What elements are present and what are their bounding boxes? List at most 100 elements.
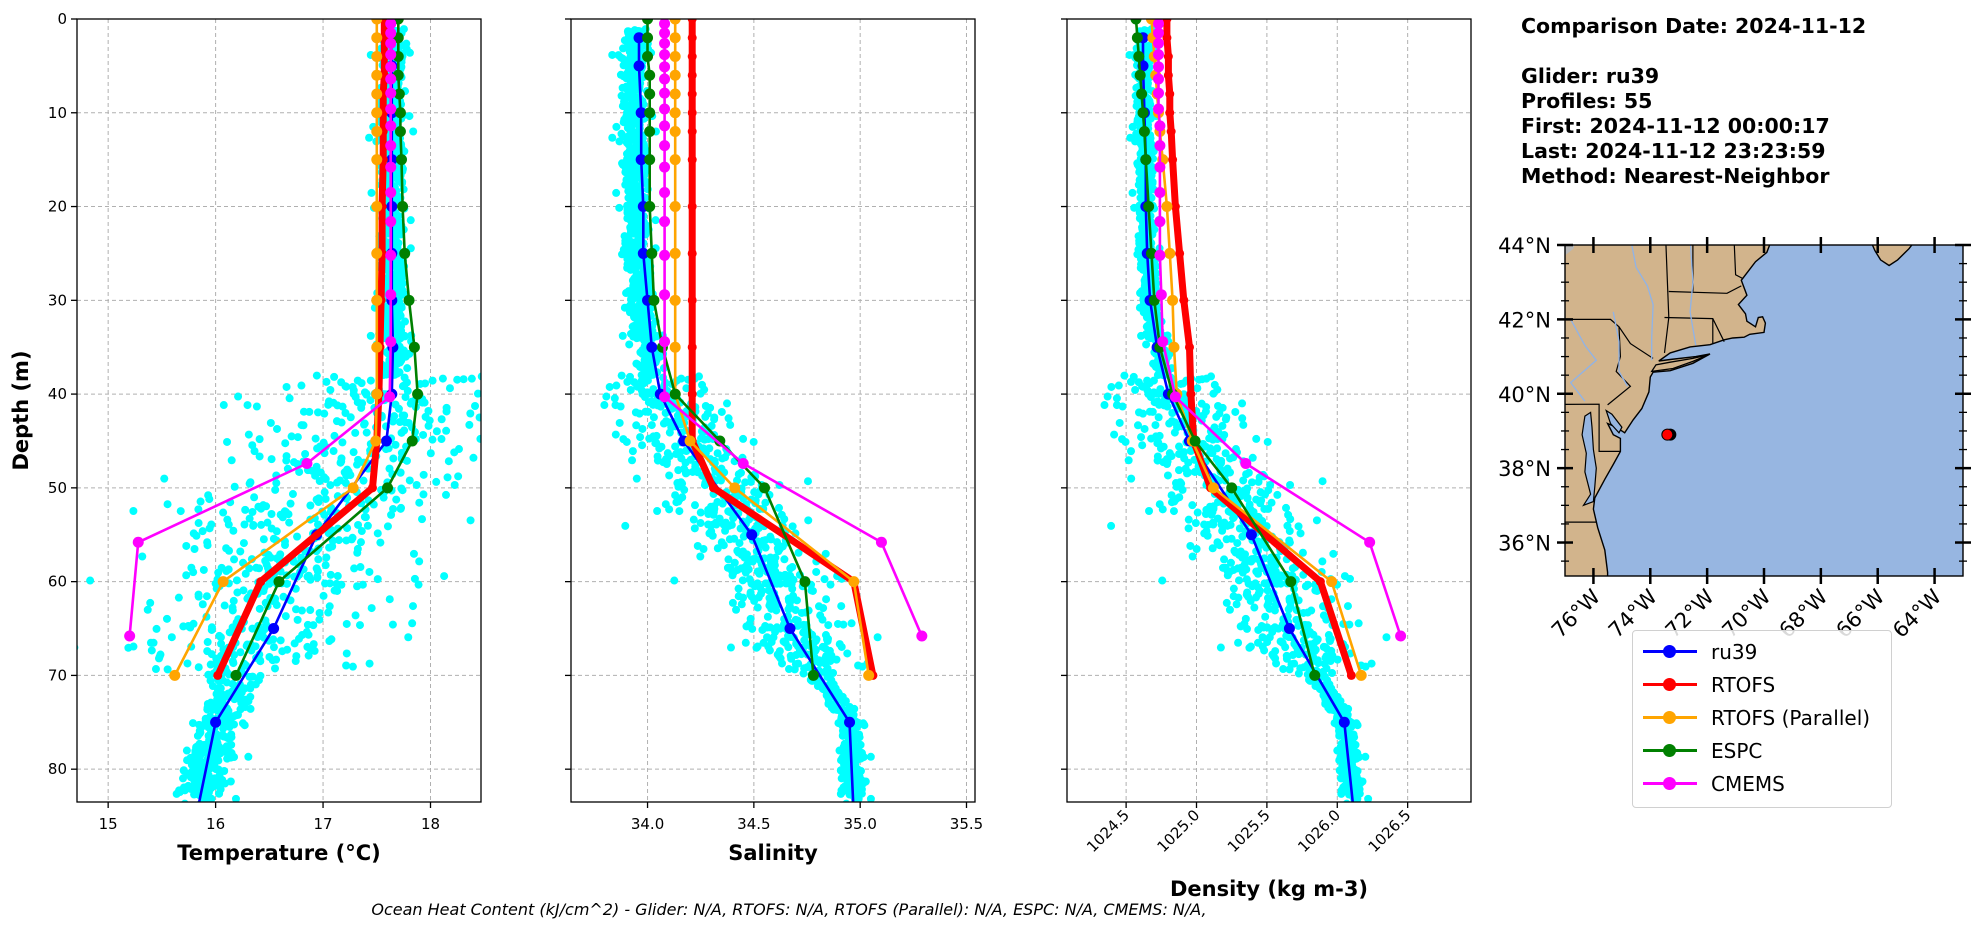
scatter-point [437, 435, 446, 444]
scatter-point [1345, 620, 1354, 629]
data-point [642, 19, 654, 25]
data-point [669, 126, 681, 138]
scatter-point [203, 719, 212, 728]
data-point [371, 69, 383, 81]
scatter-point [632, 474, 641, 483]
scatter-point [705, 529, 714, 538]
scatter-point [394, 273, 403, 282]
data-point [659, 103, 671, 115]
scatter-point [176, 507, 185, 516]
scatter-point [1208, 544, 1217, 553]
scatter-point [391, 440, 400, 449]
scatter-point [203, 541, 212, 550]
scatter-point [1254, 638, 1263, 647]
scatter-point [167, 633, 176, 642]
scatter-point [1163, 471, 1172, 480]
scatter-point [690, 501, 699, 510]
scatter-point [629, 84, 638, 93]
scatter-point [753, 603, 762, 612]
scatter-point [250, 493, 259, 502]
scatter-point [267, 509, 276, 518]
scatter-point [321, 494, 330, 503]
scatter-point [1229, 584, 1238, 593]
scatter-point [629, 167, 638, 176]
scatter-point [649, 413, 658, 422]
scatter-point [788, 563, 797, 572]
scatter-point [282, 452, 291, 461]
data-point [799, 576, 811, 588]
scatter-point [1349, 802, 1357, 810]
data-point [406, 435, 418, 447]
scatter-point [689, 515, 698, 524]
scatter-point [750, 470, 759, 479]
scatter-point [653, 507, 662, 516]
scatter-point [696, 552, 705, 561]
scatter-point [459, 375, 468, 384]
scatter-point [498, 408, 506, 416]
scatter-point [617, 371, 626, 380]
scatter-point [1206, 448, 1215, 457]
scatter-point [1133, 97, 1142, 106]
scatter-point [483, 386, 491, 394]
scatter-point [783, 572, 792, 581]
data-point [382, 482, 394, 494]
scatter-point [630, 174, 639, 183]
scatter-point [861, 777, 870, 786]
scatter-point [1138, 305, 1147, 314]
scatter-point [453, 375, 462, 384]
scatter-point [338, 438, 347, 447]
scatter-point [469, 453, 478, 462]
scatter-point [1216, 643, 1225, 652]
x-tick-label: 17 [314, 815, 333, 833]
scatter-point [1222, 535, 1231, 544]
scatter-point [1318, 557, 1327, 566]
scatter-point [146, 598, 155, 607]
data-point [385, 27, 397, 39]
scatter-point [620, 97, 629, 106]
scatter-point [314, 555, 323, 564]
scatter-point [622, 74, 631, 83]
data-point [848, 576, 860, 588]
data-point [644, 201, 656, 213]
scatter-point [794, 659, 803, 668]
scatter-point [803, 477, 812, 486]
scatter-point [220, 601, 229, 610]
scatter-point [312, 371, 321, 380]
scatter-point [802, 630, 811, 639]
scatter-point [326, 570, 335, 579]
scatter-point [353, 398, 362, 407]
scatter-point [840, 753, 849, 762]
scatter-point [651, 216, 660, 225]
scatter-point [681, 458, 690, 467]
scatter-point [365, 567, 374, 576]
scatter-point [324, 608, 333, 617]
scatter-point [734, 470, 743, 479]
scatter-point [219, 508, 228, 517]
scatter-point [1156, 385, 1165, 394]
scatter-point [626, 329, 635, 338]
x-axis-label: Temperature (°C) [177, 841, 380, 865]
scatter-point [1209, 504, 1218, 513]
scatter-point [305, 572, 314, 581]
scatter-point [852, 733, 861, 742]
data-point [669, 154, 681, 166]
y-axis-label: Depth (m) [9, 350, 33, 470]
scatter-point [1114, 381, 1123, 390]
series-cmems [124, 19, 397, 642]
scatter-point [442, 426, 451, 435]
scatter-point [690, 524, 699, 533]
data-point [370, 435, 382, 447]
scatter-point [366, 376, 375, 385]
scatter-point [408, 619, 417, 628]
scatter-point [1282, 651, 1291, 660]
scatter-point [351, 428, 360, 437]
scatter-point [804, 516, 813, 525]
data-point [784, 623, 796, 635]
scatter-point [1286, 515, 1295, 524]
scatter-point [790, 665, 799, 674]
scatter-point [289, 458, 298, 467]
scatter-point [1154, 413, 1163, 422]
scatter-point [240, 721, 249, 730]
scatter-point [1329, 549, 1338, 558]
scatter-point [1212, 412, 1221, 421]
